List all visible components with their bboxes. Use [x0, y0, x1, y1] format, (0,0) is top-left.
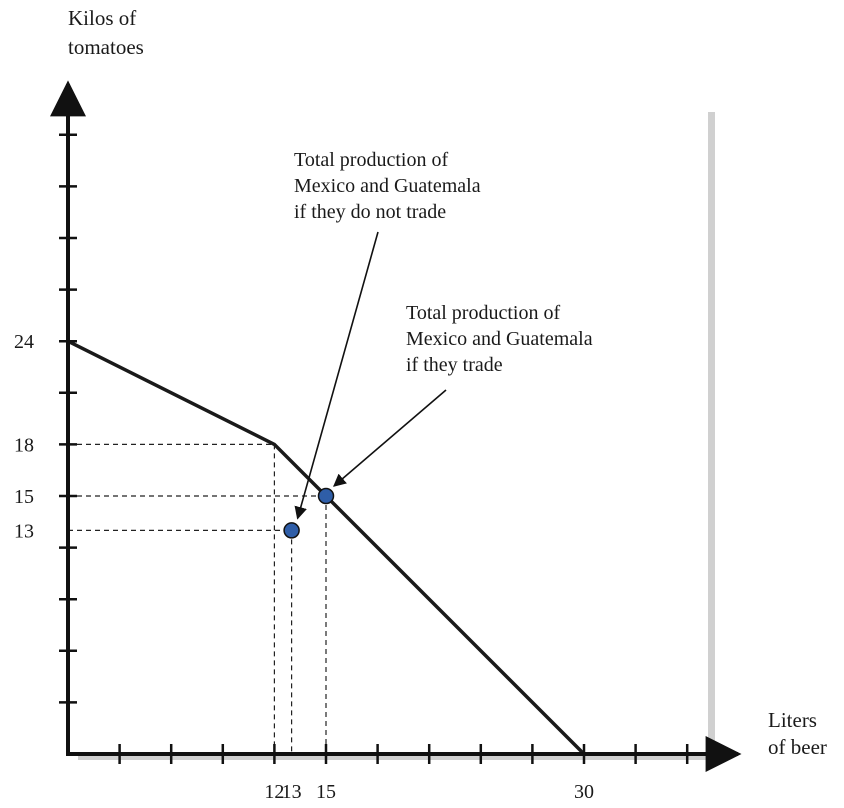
production-point-trade	[317, 487, 335, 505]
x-tick-label: 15	[316, 781, 336, 803]
frontier-line	[67, 339, 586, 756]
annotation-line: if they do not trade	[294, 201, 446, 223]
annotation-line: Mexico and Guatemala	[294, 175, 481, 197]
annotation-line: Mexico and Guatemala	[406, 328, 593, 350]
x-tick-label: 13	[282, 781, 302, 803]
annotation-arrow	[294, 231, 379, 520]
production-point-no-trade	[283, 522, 300, 539]
reference-lines	[68, 443, 327, 754]
plot-panel	[68, 101, 708, 753]
x-tick-label: 12	[264, 781, 284, 803]
annotation-line: if they trade	[406, 354, 503, 376]
axis-ticks	[59, 133, 689, 764]
x-axis-title-line-1: Liters	[768, 708, 817, 732]
annotation-text: Total production of Mexico and Guatemala i…	[406, 302, 593, 376]
y-axis-title-line-1: Kilos of	[68, 6, 136, 30]
annotation-layer: Total production of Mexico and Guatemala i…	[294, 149, 593, 520]
x-axis-title-line-2: of beer	[768, 735, 827, 759]
annotation-line: Total production of	[406, 302, 560, 324]
y-axis-title: Kilos of tomatoes	[68, 6, 144, 59]
x-tick-label: 30	[574, 781, 594, 803]
points-layer	[283, 487, 335, 539]
annotation-arrow	[333, 389, 447, 487]
y-tick-label: 13	[14, 520, 34, 542]
y-tick-label: 15	[14, 486, 34, 508]
x-axis-title: Liters of beer	[768, 708, 827, 759]
y-tick-label: 24	[14, 331, 34, 353]
y-tick-label: 18	[14, 434, 34, 456]
y-axis-title-line-2: tomatoes	[68, 35, 144, 59]
series-layer	[67, 339, 586, 756]
annotation-text: Total production of Mexico and Guatemala i…	[294, 149, 481, 223]
annotation-line: Total production of	[294, 149, 448, 171]
